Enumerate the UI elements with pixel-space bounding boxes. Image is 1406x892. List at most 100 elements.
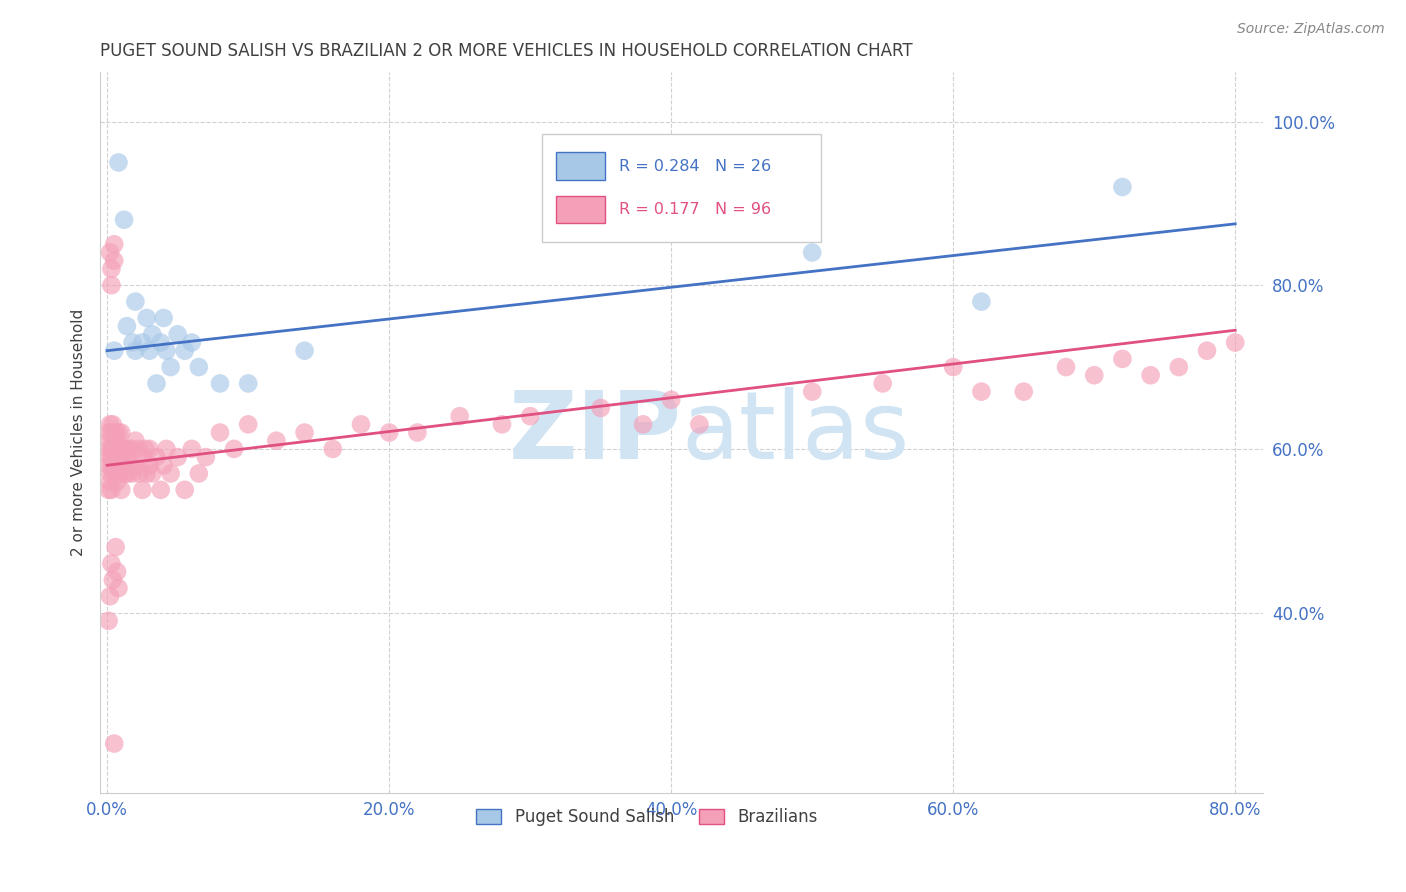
Point: [98, 589, 121, 603]
FancyBboxPatch shape: [557, 195, 605, 223]
Point: [194, 450, 217, 464]
Point: [98, 450, 121, 464]
Point: [98, 467, 121, 481]
Point: [187, 360, 209, 375]
Point: [103, 237, 125, 252]
Point: [141, 327, 163, 342]
Point: [173, 343, 195, 358]
Point: [97, 483, 120, 497]
Point: [104, 442, 127, 456]
Point: [101, 417, 124, 432]
Text: Source: ZipAtlas.com: Source: ZipAtlas.com: [1237, 22, 1385, 37]
Text: PUGET SOUND SALISH VS BRAZILIAN 2 OR MORE VEHICLES IN HOUSEHOLD CORRELATION CHAR: PUGET SOUND SALISH VS BRAZILIAN 2 OR MOR…: [100, 42, 912, 60]
Point: [1083, 368, 1105, 383]
Point: [128, 467, 150, 481]
Point: [100, 425, 122, 440]
Point: [1225, 335, 1247, 350]
Point: [141, 467, 163, 481]
Point: [152, 458, 174, 473]
Point: [152, 310, 174, 325]
Point: [1054, 360, 1077, 375]
Point: [589, 401, 612, 415]
Point: [350, 417, 373, 432]
Point: [101, 573, 124, 587]
Legend: Puget Sound Salish, Brazilians: Puget Sound Salish, Brazilians: [468, 800, 825, 835]
Point: [970, 384, 993, 399]
Point: [149, 335, 172, 350]
Point: [104, 467, 127, 481]
Point: [222, 442, 245, 456]
Point: [107, 155, 129, 169]
Point: [110, 458, 132, 473]
Point: [112, 442, 135, 456]
Point: [159, 467, 181, 481]
Point: [159, 360, 181, 375]
Point: [100, 278, 122, 293]
Point: [107, 442, 129, 456]
Point: [107, 425, 129, 440]
Point: [166, 327, 188, 342]
Point: [124, 294, 146, 309]
Point: [322, 442, 344, 456]
Point: [124, 343, 146, 358]
Point: [105, 434, 128, 448]
Point: [208, 425, 231, 440]
Point: [1139, 368, 1161, 383]
Point: [115, 319, 138, 334]
Point: [238, 376, 260, 391]
Point: [97, 614, 120, 628]
Point: [105, 565, 128, 579]
Point: [180, 442, 202, 456]
Point: [115, 450, 138, 464]
Point: [208, 376, 231, 391]
Point: [117, 467, 139, 481]
Point: [112, 458, 135, 473]
Point: [114, 467, 136, 481]
Point: [103, 434, 125, 448]
Point: [1195, 343, 1218, 358]
Point: [104, 425, 127, 440]
Point: [103, 458, 125, 473]
Point: [138, 458, 160, 473]
Point: [266, 434, 288, 448]
Point: [117, 442, 139, 456]
Point: [155, 343, 177, 358]
Point: [166, 450, 188, 464]
Point: [173, 483, 195, 497]
Point: [1012, 384, 1035, 399]
Point: [970, 294, 993, 309]
Text: atlas: atlas: [682, 386, 910, 478]
Point: [118, 458, 141, 473]
Point: [121, 335, 143, 350]
Point: [138, 442, 160, 456]
Point: [110, 442, 132, 456]
Y-axis label: 2 or more Vehicles in Household: 2 or more Vehicles in Household: [72, 309, 86, 557]
Point: [145, 450, 167, 464]
Point: [98, 434, 121, 448]
Point: [1111, 351, 1133, 366]
Point: [187, 467, 209, 481]
Point: [124, 458, 146, 473]
Text: ZIP: ZIP: [509, 386, 682, 478]
Point: [105, 450, 128, 464]
Point: [131, 335, 153, 350]
Point: [238, 417, 260, 432]
Point: [121, 467, 143, 481]
Point: [801, 245, 824, 260]
Point: [134, 442, 156, 456]
Point: [138, 343, 160, 358]
Point: [491, 417, 513, 432]
Point: [103, 253, 125, 268]
Point: [519, 409, 541, 424]
Point: [107, 581, 129, 595]
Point: [1167, 360, 1189, 375]
Point: [149, 483, 172, 497]
Point: [103, 737, 125, 751]
Point: [120, 442, 142, 456]
Point: [131, 483, 153, 497]
Text: R = 0.177   N = 96: R = 0.177 N = 96: [619, 202, 770, 217]
Point: [294, 425, 316, 440]
FancyBboxPatch shape: [557, 153, 605, 180]
Point: [155, 442, 177, 456]
Point: [97, 425, 120, 440]
